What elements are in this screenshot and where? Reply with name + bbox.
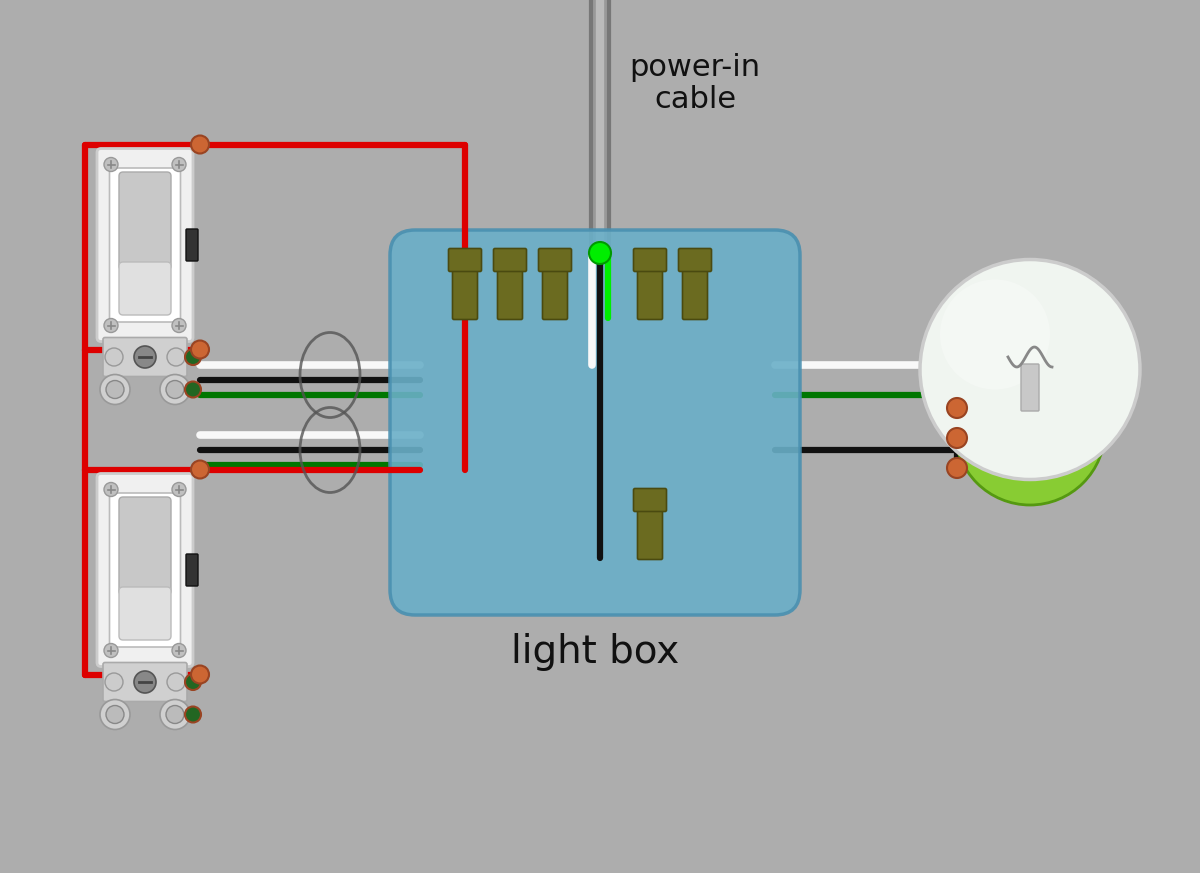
FancyBboxPatch shape [97, 148, 193, 341]
Circle shape [104, 643, 118, 657]
FancyBboxPatch shape [678, 249, 712, 272]
Circle shape [172, 319, 186, 333]
Circle shape [185, 706, 202, 723]
Circle shape [160, 699, 190, 730]
Circle shape [166, 381, 184, 398]
Circle shape [191, 460, 209, 478]
Circle shape [947, 458, 967, 478]
Circle shape [100, 375, 130, 404]
Circle shape [167, 673, 185, 691]
Circle shape [920, 259, 1140, 479]
FancyBboxPatch shape [119, 497, 172, 595]
Circle shape [172, 483, 186, 497]
FancyBboxPatch shape [1002, 383, 1058, 457]
Circle shape [104, 319, 118, 333]
Text: light box: light box [511, 633, 679, 671]
Circle shape [167, 348, 185, 366]
Circle shape [191, 135, 209, 154]
Circle shape [106, 381, 124, 398]
Circle shape [160, 375, 190, 404]
FancyBboxPatch shape [452, 269, 478, 320]
FancyBboxPatch shape [498, 269, 522, 320]
Circle shape [955, 355, 1105, 505]
FancyBboxPatch shape [683, 269, 708, 320]
Circle shape [589, 242, 611, 264]
Circle shape [134, 671, 156, 693]
Circle shape [172, 643, 186, 657]
FancyBboxPatch shape [109, 168, 180, 322]
FancyBboxPatch shape [97, 473, 193, 666]
Text: power-in: power-in [630, 53, 761, 83]
FancyBboxPatch shape [390, 230, 800, 615]
Circle shape [191, 340, 209, 359]
FancyBboxPatch shape [539, 249, 571, 272]
FancyBboxPatch shape [542, 269, 568, 320]
FancyBboxPatch shape [103, 338, 187, 376]
Circle shape [134, 346, 156, 368]
FancyBboxPatch shape [119, 587, 172, 640]
Circle shape [106, 705, 124, 724]
Circle shape [191, 665, 209, 684]
Circle shape [106, 348, 124, 366]
FancyBboxPatch shape [637, 269, 662, 320]
Circle shape [100, 699, 130, 730]
Circle shape [947, 398, 967, 418]
Circle shape [106, 673, 124, 691]
FancyBboxPatch shape [493, 249, 527, 272]
Circle shape [185, 349, 202, 365]
Circle shape [166, 705, 184, 724]
Circle shape [185, 382, 202, 397]
FancyBboxPatch shape [119, 172, 172, 270]
Circle shape [172, 157, 186, 171]
FancyBboxPatch shape [449, 249, 481, 272]
FancyBboxPatch shape [637, 508, 662, 560]
FancyBboxPatch shape [1021, 364, 1039, 411]
Circle shape [104, 483, 118, 497]
Circle shape [947, 428, 967, 448]
FancyBboxPatch shape [634, 249, 666, 272]
FancyBboxPatch shape [634, 489, 666, 512]
Text: cable: cable [654, 86, 736, 114]
Circle shape [940, 279, 1050, 389]
Circle shape [104, 157, 118, 171]
Circle shape [185, 674, 202, 690]
FancyBboxPatch shape [119, 262, 172, 315]
FancyBboxPatch shape [109, 493, 180, 647]
FancyBboxPatch shape [186, 229, 198, 261]
FancyBboxPatch shape [103, 663, 187, 702]
FancyBboxPatch shape [186, 554, 198, 586]
